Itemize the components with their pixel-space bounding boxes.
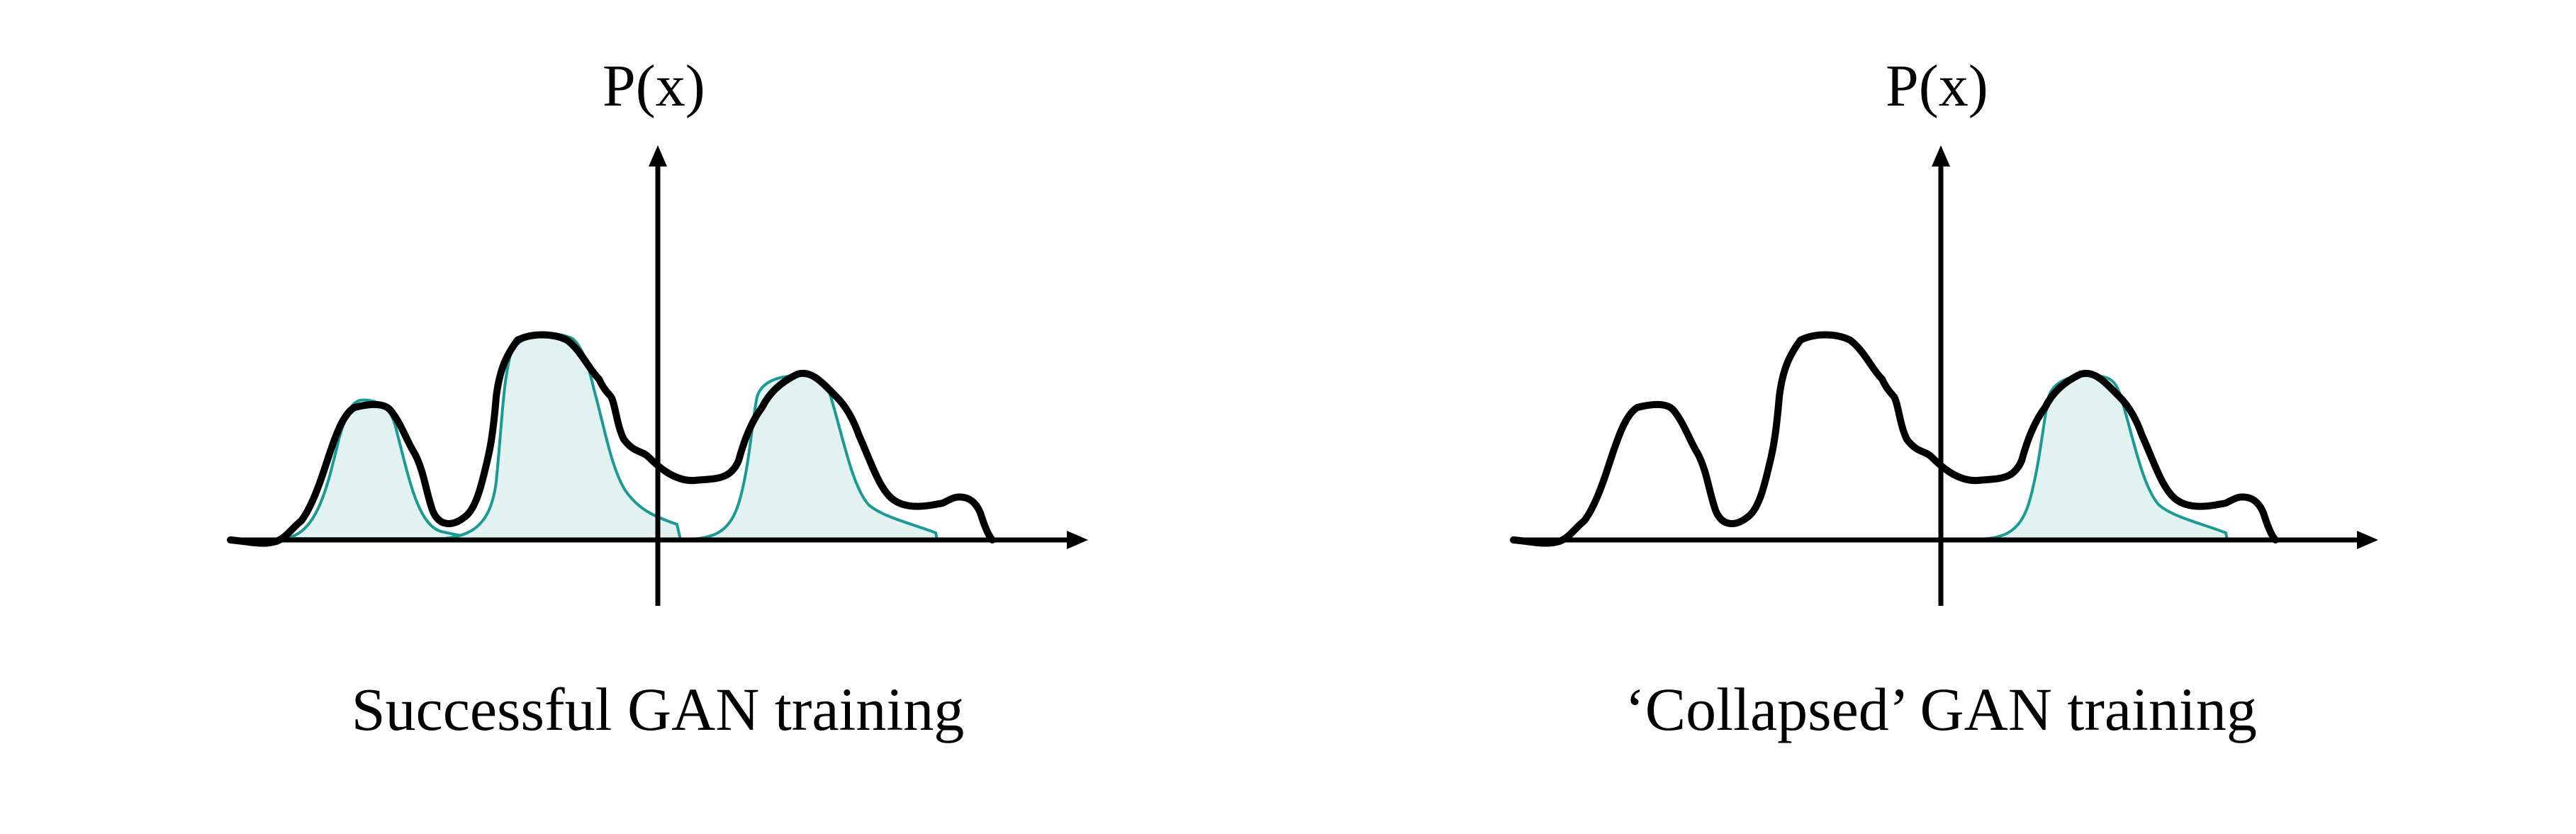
diagram-collapsed bbox=[1510, 145, 2378, 606]
panel-caption: ‘Collapsed’ GAN training bbox=[1625, 675, 2257, 743]
x-axis-arrowhead bbox=[1067, 531, 1088, 549]
y-axis-label: P(x) bbox=[1886, 53, 1988, 119]
target-distribution bbox=[1510, 331, 2279, 547]
model-mode-single bbox=[1966, 373, 2229, 541]
panel-collapsed: P(x) ‘Collapsed’ GAN training bbox=[1283, 0, 2571, 834]
target-distribution bbox=[227, 331, 996, 547]
y-axis-arrowhead bbox=[649, 145, 667, 167]
panel-caption: Successful GAN training bbox=[351, 675, 965, 743]
x-axis-arrowhead bbox=[2357, 531, 2378, 549]
panel-successful: P(x) Successful GAN training bbox=[227, 53, 1088, 743]
y-axis-label: P(x) bbox=[603, 53, 705, 119]
y-axis-arrowhead bbox=[1932, 145, 1950, 167]
model-mode-1 bbox=[279, 398, 477, 540]
model-mode-2 bbox=[419, 332, 683, 541]
model-mode-3 bbox=[676, 373, 939, 541]
diagram-successful bbox=[227, 145, 1088, 606]
